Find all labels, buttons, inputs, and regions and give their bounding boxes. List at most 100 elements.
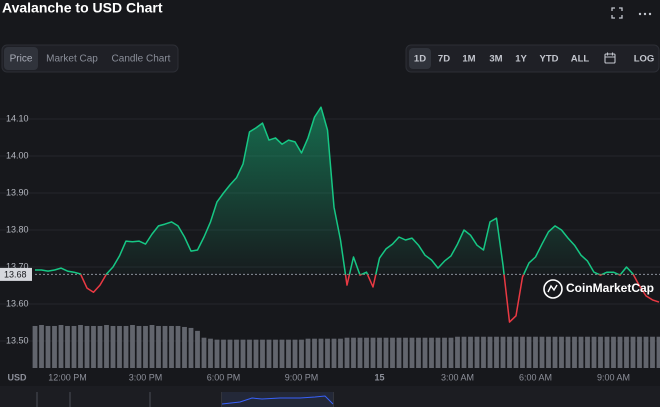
tab-group	[1, 44, 179, 73]
volume-bar	[474, 336, 480, 368]
volume-bar	[130, 325, 135, 368]
volume-bar	[240, 339, 246, 368]
volume-bar	[507, 336, 512, 368]
volume-bar	[214, 339, 220, 368]
volume-bar	[552, 336, 558, 368]
volume-bar	[650, 336, 655, 368]
volume-bar	[513, 336, 519, 368]
volume-bar	[279, 339, 285, 368]
range-button[interactable]: 3M	[489, 54, 502, 65]
volume-bar	[234, 339, 239, 368]
volume-bar	[591, 336, 597, 368]
range-button[interactable]: 1D	[414, 54, 426, 65]
volume-bar	[97, 325, 103, 368]
volume-bar	[403, 337, 408, 368]
y-tick-label: 13.80	[6, 224, 29, 234]
volume-bar	[52, 325, 57, 368]
volume-bar	[188, 327, 194, 368]
volume-bar	[604, 336, 610, 368]
volume-bar	[91, 325, 96, 368]
range-button[interactable]: 1M	[462, 54, 475, 65]
volume-bar	[208, 338, 213, 368]
more-icon[interactable]	[638, 12, 652, 16]
log-button[interactable]: LOG	[634, 54, 655, 65]
volume-bar	[169, 325, 174, 368]
y-tick-label: 13.60	[6, 298, 29, 308]
tab[interactable]: Price	[10, 54, 33, 65]
volume-bar	[494, 336, 499, 368]
volume-bar	[39, 325, 44, 368]
volume-bar	[611, 336, 616, 368]
y-tick-label: 14.10	[6, 113, 29, 123]
range-active-bg	[409, 48, 431, 69]
volume-bar	[500, 336, 506, 368]
volume-bar	[565, 336, 571, 368]
range-group	[405, 44, 660, 73]
tab-active-bg	[4, 47, 38, 70]
volume-bar	[305, 338, 311, 368]
volume-bar	[156, 325, 161, 368]
x-tick-label: 9:00 AM	[597, 372, 630, 382]
chart-title: Avalanche to USD Chart	[2, 0, 163, 16]
volume-bar	[637, 336, 642, 368]
volume-bar	[429, 337, 434, 368]
watermark-logo	[547, 284, 558, 293]
volume-bar	[481, 336, 486, 368]
volume-bar	[292, 339, 298, 368]
price-line	[35, 106, 660, 323]
volume-bar	[110, 325, 116, 368]
volume-bar	[585, 336, 590, 368]
axis-label: USD	[7, 372, 27, 382]
range-button[interactable]: 7D	[438, 54, 450, 65]
watermark-text: CoinMarketCap	[566, 281, 654, 295]
volume-bar	[312, 338, 317, 368]
price-area	[35, 107, 634, 275]
volume-bar	[162, 325, 168, 368]
volume-bar	[598, 336, 603, 368]
volume-bar	[370, 337, 376, 368]
volume-bar	[325, 338, 330, 368]
x-tick-label: 6:00 AM	[519, 372, 552, 382]
volume-bar	[416, 337, 421, 368]
volume-bar	[448, 337, 454, 368]
range-button[interactable]: 1Y	[515, 54, 527, 65]
volume-bar	[117, 325, 122, 368]
watermark: CoinMarketCap	[543, 279, 654, 299]
volume-bar	[338, 338, 343, 368]
volume-bar	[357, 337, 363, 368]
volume-bar	[533, 336, 538, 368]
volume-bar	[266, 339, 272, 368]
x-tick-label: 9:00 PM	[285, 372, 319, 382]
watermark-logo	[543, 279, 563, 299]
volume-bar	[409, 337, 415, 368]
range-button[interactable]: YTD	[540, 54, 559, 65]
range-button[interactable]: ALL	[571, 54, 590, 65]
volume-bar	[546, 336, 551, 368]
fullscreen-icon[interactable]	[611, 7, 623, 19]
y-tick-label: 13.70	[6, 261, 29, 271]
volume-bar	[143, 325, 148, 368]
plot: 13.50 13.60 13.70 13.80 13.90 14.00 14.10 13.68…	[0, 106, 660, 382]
volume-bar	[468, 336, 473, 368]
calendar-icon[interactable]	[604, 52, 616, 64]
volume-bar	[617, 336, 623, 368]
volume-bar	[286, 339, 291, 368]
navigator	[0, 386, 660, 407]
tab[interactable]: Market Cap	[46, 54, 98, 65]
volume-bar	[84, 325, 90, 368]
volume-bar	[539, 336, 545, 368]
volume-bar	[455, 336, 460, 368]
volume-bar	[273, 339, 278, 368]
volume-bar	[487, 336, 493, 368]
volume-bar	[461, 336, 467, 368]
volume-bar	[396, 337, 402, 368]
volume-bar	[351, 337, 356, 368]
volume-bar	[331, 338, 337, 368]
volume-bar	[45, 325, 51, 368]
tab[interactable]: Candle Chart	[112, 54, 171, 65]
volume-bar	[318, 338, 324, 368]
volume-bar	[578, 336, 584, 368]
y-tick-label: 13.50	[6, 335, 29, 345]
volume-bar	[78, 325, 83, 368]
